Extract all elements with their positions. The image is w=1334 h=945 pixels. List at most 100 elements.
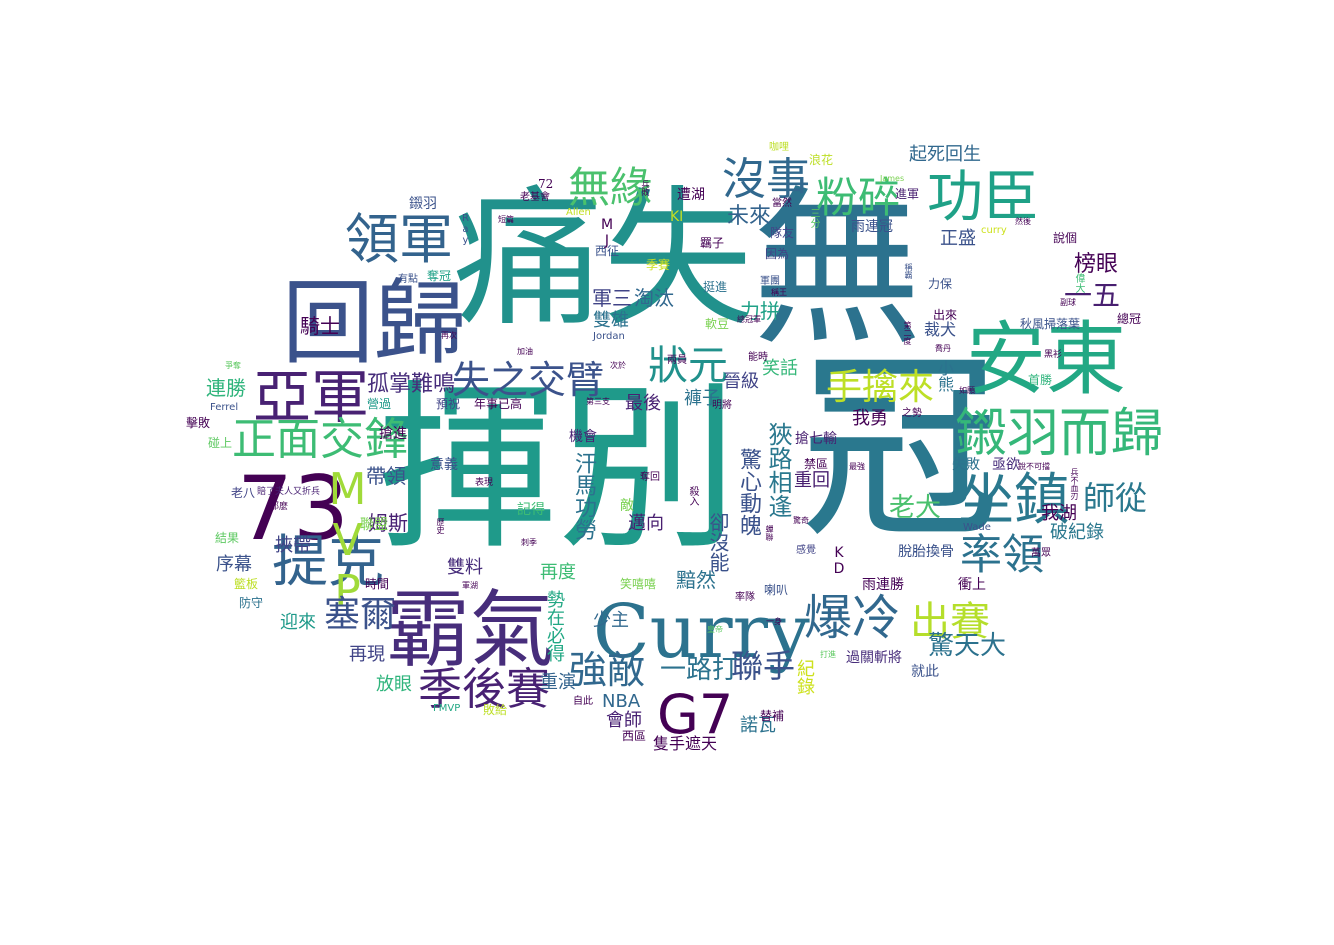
- word: 自此: [573, 697, 593, 707]
- word: 感覺: [796, 546, 816, 556]
- word: 明將: [712, 401, 732, 411]
- word: 安東: [966, 320, 1126, 400]
- word: 再現: [349, 646, 385, 664]
- word: James: [880, 175, 904, 183]
- word: 無緣: [568, 167, 652, 209]
- word: 短篇: [498, 216, 514, 224]
- word: 打進: [820, 651, 836, 659]
- word: 軟豆: [705, 318, 729, 330]
- word: 衝上: [958, 578, 986, 592]
- word: 聯手: [731, 650, 795, 682]
- word: 能時: [748, 353, 768, 363]
- word: 裁犬: [924, 322, 956, 338]
- word: 搶七輸: [795, 432, 837, 446]
- word: 兩員: [667, 356, 687, 366]
- word: 狹路相逢: [766, 422, 790, 518]
- word: 結果: [215, 532, 239, 544]
- word: 之勢: [902, 409, 922, 419]
- word: 率隊: [735, 593, 755, 603]
- word: 騎士: [300, 316, 340, 336]
- word: 年事已高: [474, 398, 522, 410]
- word: 歷史: [436, 518, 444, 534]
- word: 有點: [398, 275, 418, 285]
- word: Allen: [566, 208, 591, 218]
- word: 浪花: [809, 154, 833, 166]
- word: 強敵: [569, 651, 645, 689]
- word: 力保: [928, 278, 952, 290]
- word: 黑衫: [1044, 351, 1062, 360]
- word: 意義: [430, 458, 458, 472]
- word: 第二度: [903, 321, 911, 345]
- word: 進軍: [895, 188, 919, 200]
- word: 預祝: [436, 398, 460, 410]
- word: 因為: [765, 248, 789, 260]
- word: 驚心動魄: [737, 448, 759, 536]
- word: 老大: [889, 495, 941, 521]
- word: 首勝: [1028, 374, 1052, 386]
- word: 喬丹: [935, 345, 951, 353]
- word: 就此: [911, 665, 939, 679]
- word: 孤掌難鳴: [367, 374, 455, 396]
- word: 季賽: [646, 259, 670, 271]
- word: 失敗: [952, 458, 980, 472]
- word: 聯盟: [360, 518, 388, 532]
- word: 殺入: [687, 486, 697, 506]
- word: 敗給: [483, 704, 507, 716]
- word: Ray: [460, 213, 470, 246]
- word: 雨連冠: [851, 220, 893, 234]
- word: 挾帶: [275, 537, 311, 555]
- word: 奪冠: [427, 270, 451, 282]
- word: 稱霸: [904, 263, 912, 279]
- word: 重演: [540, 674, 576, 692]
- word: 西區: [622, 730, 646, 742]
- word: 營過: [367, 398, 391, 410]
- word: 稱王: [771, 289, 787, 297]
- word: 黯然: [676, 570, 716, 590]
- word: 時間: [365, 578, 389, 590]
- word: 一路打: [660, 657, 738, 683]
- word: 皇帝: [707, 626, 723, 634]
- word: 出來: [933, 309, 957, 321]
- word: 記得: [517, 503, 545, 517]
- word: 然後: [1015, 218, 1031, 226]
- word: 防守: [239, 597, 263, 609]
- word: 偉大: [1073, 273, 1083, 293]
- word: 當然: [772, 199, 792, 209]
- word: 羈子: [700, 237, 724, 249]
- word: 軍湖: [462, 582, 478, 590]
- word: 笑嘻嘻: [620, 578, 656, 590]
- word: 連勝: [206, 378, 246, 398]
- word: 會師: [606, 712, 642, 730]
- word: 次於: [610, 362, 626, 370]
- word: 最強: [849, 463, 865, 471]
- word: 小熊: [936, 360, 952, 392]
- word: Ferrel: [210, 403, 238, 413]
- word: 雨連勝: [862, 578, 904, 592]
- word: 脫胎換骨: [898, 545, 954, 559]
- word: 總冠軍: [737, 316, 761, 324]
- word: 序幕: [216, 556, 252, 574]
- word: 最後: [625, 395, 661, 413]
- word: Wade: [963, 523, 991, 533]
- word: 卻沒能: [708, 512, 728, 572]
- word: NBA: [602, 693, 640, 711]
- word: 兵不血刃: [1070, 468, 1078, 500]
- word: 第三支: [586, 398, 610, 406]
- word: 禁區: [804, 458, 828, 470]
- word: 隻手遮天: [653, 736, 717, 752]
- word: 爭奪: [225, 362, 241, 370]
- word: 兵敗: [641, 180, 649, 196]
- word: 搶進: [379, 427, 407, 441]
- word: 塞爾: [324, 597, 396, 633]
- word: 淘汰: [634, 288, 674, 308]
- word: 三分: [808, 208, 818, 228]
- word: 雙雄: [593, 312, 629, 330]
- word: curry: [981, 226, 1007, 236]
- word: 驚天大: [928, 633, 1006, 659]
- word: 軍三: [592, 288, 632, 308]
- word: 迎來: [280, 614, 316, 632]
- word: 我湖: [1041, 505, 1077, 523]
- word: 老基會: [520, 193, 550, 203]
- word: 奪回: [640, 473, 660, 483]
- word: 刺季: [521, 539, 537, 547]
